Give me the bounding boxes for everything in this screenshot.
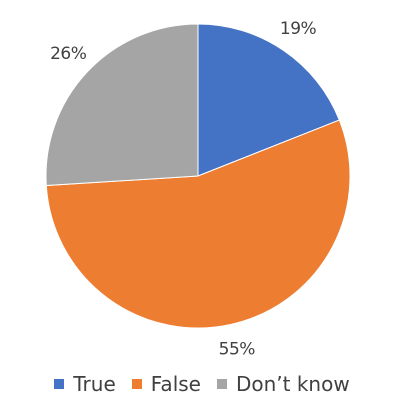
legend-item-false: False: [131, 372, 201, 396]
data-label-true: 19%: [280, 19, 317, 39]
data-label-false: 55%: [219, 340, 256, 360]
chart-legend: True False Don’t know: [0, 372, 404, 396]
legend-swatch-true: [54, 379, 65, 389]
legend-item-dont-know: Don’t know: [216, 372, 350, 396]
legend-swatch-dont-know: [216, 379, 227, 389]
pie-slice-true: [197, 23, 340, 177]
legend-label-true: True: [73, 372, 116, 396]
legend-item-true: True: [54, 372, 116, 396]
legend-label-false: False: [150, 372, 201, 396]
pie-slices: [45, 23, 351, 329]
pie-slice-false: [45, 119, 351, 329]
data-label-dont-know: 26%: [50, 44, 87, 64]
legend-label-dont-know: Don’t know: [235, 372, 350, 396]
legend-swatch-false: [131, 379, 142, 389]
pie-slice-dont-know: [45, 23, 199, 187]
pie-data-labels: 19% 55% 26%: [50, 19, 317, 360]
